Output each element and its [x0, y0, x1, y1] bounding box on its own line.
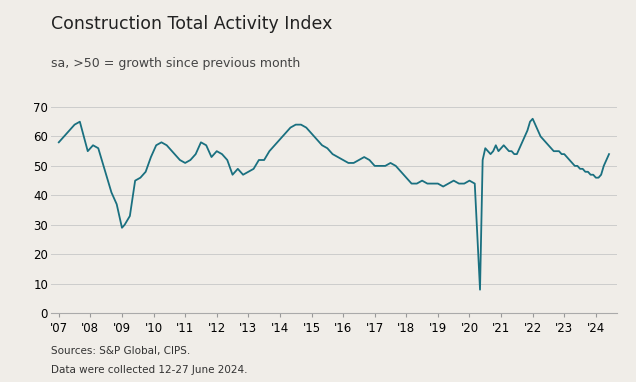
Text: Construction Total Activity Index: Construction Total Activity Index — [51, 15, 332, 33]
Text: Data were collected 12-27 June 2024.: Data were collected 12-27 June 2024. — [51, 365, 247, 375]
Text: sa, >50 = growth since previous month: sa, >50 = growth since previous month — [51, 57, 300, 70]
Text: Sources: S&P Global, CIPS.: Sources: S&P Global, CIPS. — [51, 346, 190, 356]
